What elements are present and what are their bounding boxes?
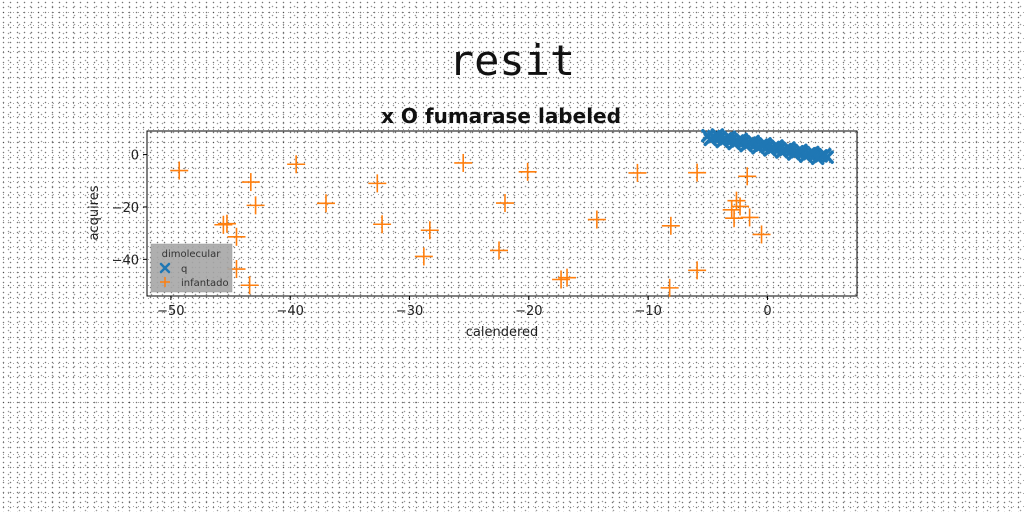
data-point bbox=[227, 227, 246, 246]
x-tick-label: −10 bbox=[634, 304, 661, 319]
data-point bbox=[782, 141, 796, 155]
data-point bbox=[217, 214, 236, 233]
x-tick-label: −20 bbox=[515, 304, 542, 319]
data-point bbox=[688, 163, 707, 182]
y-axis: 0 −20 −40 bbox=[112, 149, 147, 268]
data-point bbox=[752, 225, 771, 244]
data-point bbox=[806, 145, 820, 160]
series-infantado bbox=[170, 153, 771, 297]
legend-title: dimolecular bbox=[162, 249, 222, 260]
x-axis: −50 −40 −30 −20 −10 0 bbox=[157, 296, 772, 319]
figure-suptitle: resit bbox=[448, 36, 576, 85]
data-point bbox=[746, 134, 760, 149]
data-point bbox=[818, 147, 832, 162]
plot-area bbox=[146, 130, 858, 297]
legend-label: infantado bbox=[181, 278, 229, 289]
data-point bbox=[628, 163, 647, 182]
data-point bbox=[738, 167, 757, 186]
y-axis-label: acquires bbox=[87, 185, 102, 240]
data-point bbox=[734, 132, 749, 147]
data-point bbox=[731, 197, 750, 216]
data-point bbox=[316, 194, 335, 213]
data-point bbox=[710, 128, 725, 142]
legend-marker bbox=[159, 262, 171, 274]
data-point bbox=[740, 208, 759, 227]
chart-title: x O fumarase labeled bbox=[381, 104, 621, 128]
data-point bbox=[214, 215, 233, 234]
series-q bbox=[701, 128, 834, 165]
data-point bbox=[660, 278, 679, 297]
data-point bbox=[240, 276, 259, 295]
legend-marker bbox=[160, 277, 170, 287]
data-point bbox=[518, 162, 537, 181]
data-point bbox=[368, 174, 387, 193]
y-tick-label: −20 bbox=[112, 201, 139, 216]
data-point bbox=[414, 247, 433, 266]
data-point bbox=[587, 210, 606, 229]
x-tick-label: −30 bbox=[396, 304, 423, 319]
data-point bbox=[490, 241, 509, 260]
x-axis-label: calendered bbox=[466, 325, 539, 340]
y-tick-label: 0 bbox=[131, 149, 139, 164]
data-point bbox=[246, 196, 265, 215]
data-point bbox=[170, 161, 189, 180]
y-tick-label: −40 bbox=[112, 253, 139, 268]
data-point bbox=[758, 137, 772, 151]
data-point bbox=[495, 194, 514, 213]
series-layer bbox=[170, 128, 834, 297]
data-point bbox=[725, 209, 744, 228]
data-point bbox=[558, 268, 577, 287]
data-point bbox=[454, 153, 473, 172]
x-tick-label: −40 bbox=[276, 304, 303, 319]
legend-label: q bbox=[181, 264, 187, 275]
legend: dimolecular q infantado bbox=[150, 243, 233, 293]
data-point bbox=[241, 173, 260, 192]
data-point bbox=[420, 221, 439, 240]
data-point bbox=[287, 155, 306, 174]
data-point bbox=[661, 216, 680, 235]
data-point bbox=[373, 215, 392, 234]
x-tick-label: 0 bbox=[763, 304, 771, 319]
data-point bbox=[703, 132, 717, 147]
data-point bbox=[722, 130, 737, 145]
data-point bbox=[688, 261, 707, 280]
data-point bbox=[794, 143, 808, 158]
x-tick-label: −50 bbox=[157, 304, 184, 319]
data-point bbox=[722, 200, 741, 219]
data-point bbox=[770, 139, 784, 153]
